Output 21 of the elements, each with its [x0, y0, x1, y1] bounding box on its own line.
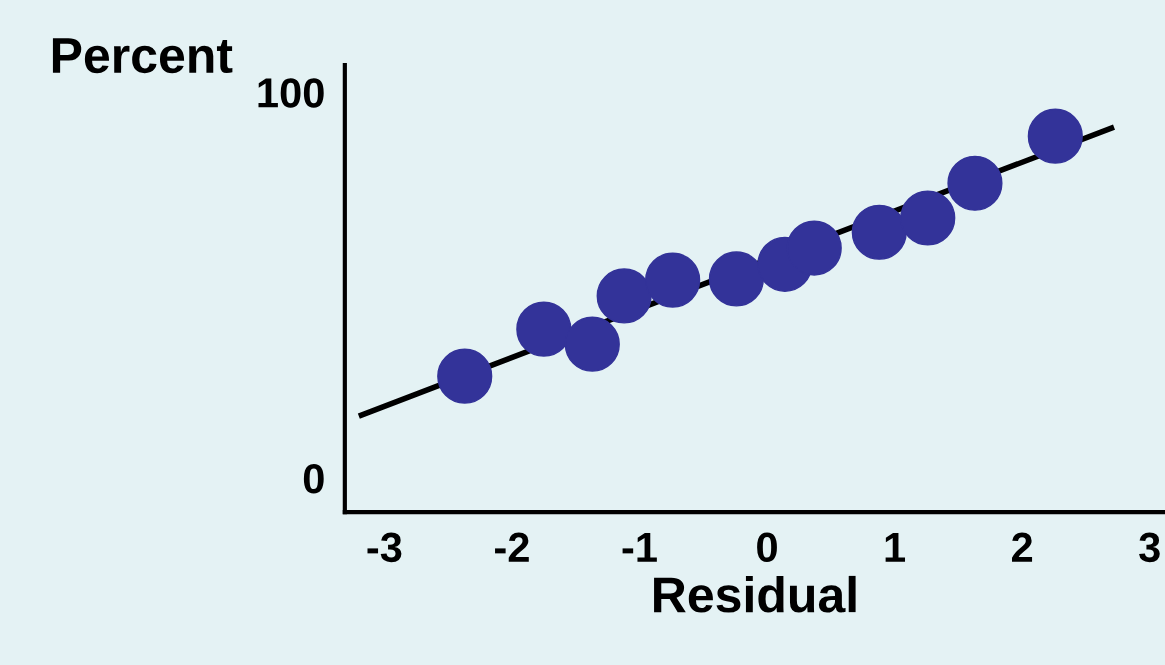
- point: [708, 251, 765, 307]
- point: [437, 348, 493, 404]
- point: [564, 316, 620, 372]
- point: [1027, 108, 1083, 164]
- x-tick-label: 3: [1139, 532, 1160, 563]
- point: [596, 268, 652, 324]
- point: [786, 220, 842, 276]
- x-tick-label: 2: [1012, 532, 1033, 562]
- x-tick-label: -1: [622, 533, 657, 562]
- point: [645, 252, 701, 308]
- x-tick-label: -2: [495, 532, 529, 562]
- point: [900, 190, 956, 246]
- y-axis-title: Percent: [52, 38, 233, 74]
- point: [851, 204, 907, 260]
- point: [947, 155, 1003, 211]
- point: [516, 301, 572, 357]
- x-tick-label: -3: [367, 532, 402, 563]
- x-tick-label: 0: [757, 532, 777, 563]
- x-axis-title: Residual: [654, 575, 856, 613]
- y-tick-label: 100: [258, 78, 324, 108]
- x-tick-label: 1: [885, 533, 906, 562]
